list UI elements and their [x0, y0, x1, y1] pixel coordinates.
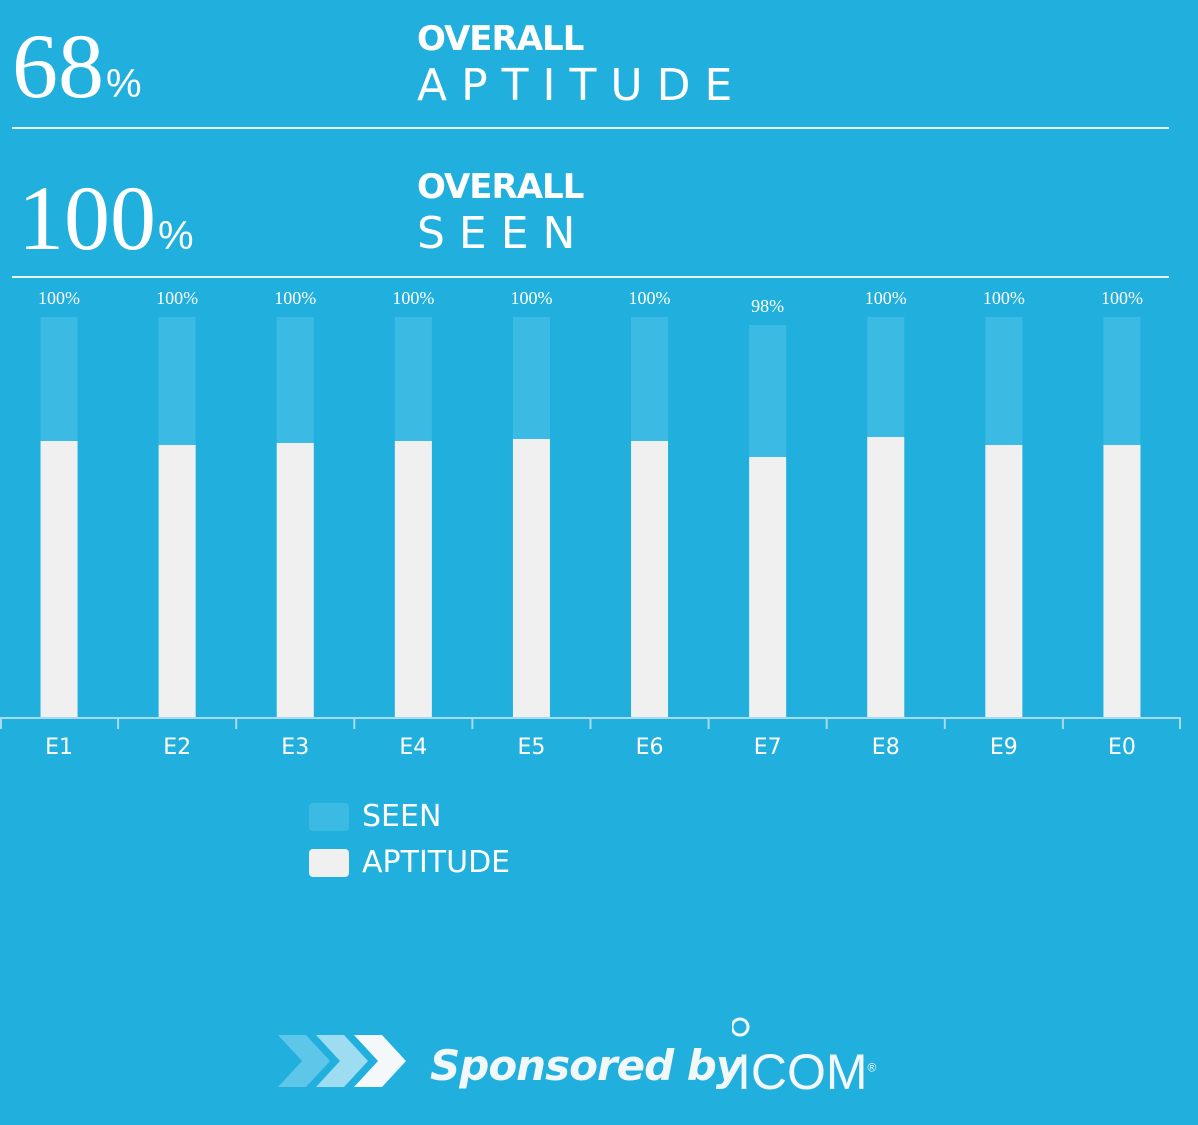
bar-aptitude-e9	[985, 445, 1023, 717]
tick-label-e0: E0	[1108, 735, 1136, 760]
sponsor-banner: Sponsored by ICOM®	[278, 1015, 918, 1105]
data-label-e3: 100%	[274, 288, 316, 308]
bars-group	[40, 317, 1141, 717]
sponsor-brand-name: ICOM	[737, 1044, 868, 1100]
data-label-e8: 100%	[865, 288, 907, 308]
icom-logo-icon	[732, 1017, 750, 1037]
overall-aptitude-unit: %	[106, 62, 142, 106]
data-labels-group: 100% E1 100% E2 100% E3 100% E4 100% E5 100% E6 98% E…	[38, 288, 1143, 760]
tick-label-e2: E2	[163, 735, 191, 760]
bar-aptitude-e7	[749, 457, 787, 717]
registered-mark: ®	[867, 1060, 877, 1075]
tick-label-e6: E6	[636, 735, 664, 760]
tick-label-e7: E7	[754, 735, 782, 760]
legend-label-aptitude: APTITUDE	[362, 845, 511, 880]
x-axis	[0, 717, 1181, 729]
overall-seen-unit: %	[158, 214, 194, 258]
bar-aptitude-e5	[512, 439, 550, 717]
bar-aptitude-e2	[158, 445, 196, 717]
overall-seen-heading: OVERALL	[417, 167, 584, 207]
tick-label-e3: E3	[281, 735, 309, 760]
overall-seen-label: SEEN	[417, 208, 590, 259]
bar-aptitude-e6	[631, 441, 669, 717]
bar-aptitude-e1	[40, 441, 78, 717]
overall-aptitude-summary: 68% OVERALL APTITUDE	[0, 0, 1198, 150]
tick-label-e8: E8	[872, 735, 900, 760]
data-label-e4: 100%	[392, 288, 434, 308]
legend-swatch-aptitude	[309, 849, 349, 877]
tick-label-e1: E1	[45, 735, 73, 760]
bar-aptitude-e4	[394, 441, 432, 717]
data-label-e9: 100%	[983, 288, 1025, 308]
sponsor-text: Sponsored by	[430, 1041, 743, 1090]
sponsor-brand: ICOM®	[737, 1043, 876, 1101]
data-label-e2: 100%	[156, 288, 198, 308]
data-label-e1: 100%	[38, 288, 80, 308]
data-label-e0: 100%	[1101, 288, 1143, 308]
data-label-e6: 100%	[629, 288, 671, 308]
tick-label-e9: E9	[990, 735, 1018, 760]
data-label-e7: 98%	[751, 296, 784, 316]
data-label-e5: 100%	[510, 288, 552, 308]
chevron-arrows-icon	[278, 1035, 406, 1087]
overall-seen-number: 100	[18, 167, 156, 269]
divider	[12, 276, 1169, 278]
overall-aptitude-value: 68%	[12, 20, 142, 112]
legend-swatch-seen	[309, 803, 349, 831]
bar-chart: 100% E1 100% E2 100% E3 100% E4 100% E5 100% E6 98% E…	[0, 288, 1181, 760]
bar-aptitude-e3	[276, 443, 314, 717]
overall-aptitude-heading: OVERALL	[417, 19, 584, 59]
divider	[12, 127, 1169, 129]
overall-seen-value: 100%	[18, 172, 194, 264]
tick-label-e4: E4	[399, 735, 427, 760]
bar-aptitude-e0	[1103, 445, 1141, 717]
legend-label-seen: SEEN	[362, 799, 442, 834]
overall-seen-summary: 100% OVERALL SEEN	[0, 150, 1198, 300]
overall-aptitude-number: 68	[12, 15, 104, 117]
tick-label-e5: E5	[517, 735, 545, 760]
overall-aptitude-label: APTITUDE	[417, 60, 747, 111]
bar-aptitude-e8	[867, 437, 905, 717]
